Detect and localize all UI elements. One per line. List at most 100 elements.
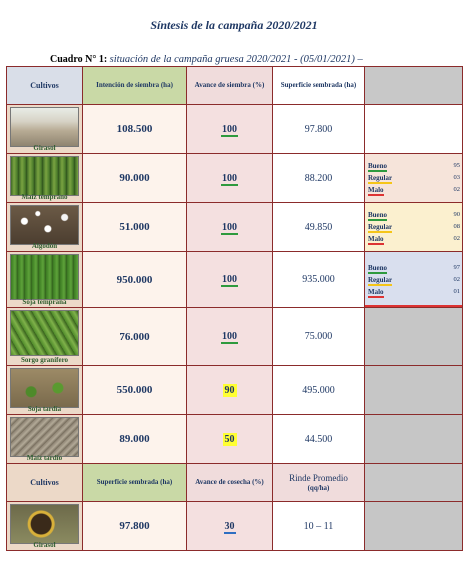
harvest-header-superficie: Superficie sembrada (ha): [82, 463, 187, 502]
cond-malo-label: Malo: [368, 186, 384, 196]
avance-value: 100: [186, 202, 273, 252]
crop-photo-maiz-temprano: [10, 156, 79, 196]
crop-cell-algodon: Algodón: [6, 202, 83, 252]
harvest-superficie-value: 97.800: [82, 501, 187, 551]
header-superficie: Superficie sembrada (ha): [272, 66, 365, 105]
intencion-value: 550.000: [82, 365, 187, 415]
crop-name: Soja tardía: [27, 405, 62, 413]
crop-photo-soja-temprana: [10, 254, 79, 300]
cond-bueno-value: 90: [453, 211, 461, 218]
crop-photo-girasol-harvest: [10, 504, 79, 544]
rinde-value: 10 – 11: [272, 501, 365, 551]
harvest-header-rinde: Rinde Promedio (qq/ha): [272, 463, 365, 502]
page-title: Síntesis de la campaña 2020/2021: [150, 18, 318, 32]
cond-bueno-label: Bueno: [368, 263, 388, 274]
table-row: Girasol 108.500 100 97.800: [6, 104, 463, 154]
superficie-value: 88.200: [272, 153, 365, 203]
superficie-value: 97.800: [272, 104, 365, 154]
table-header: Cultivos Intención de siembra (ha) Avanc…: [6, 66, 463, 105]
condition-cell: Bueno 90 Regular 08 Malo 02: [364, 202, 463, 252]
avance-text: 100: [221, 274, 238, 287]
cond-malo-value: 01: [453, 287, 461, 295]
cond-regular-label: Regular: [368, 174, 393, 184]
avance-value: 100: [186, 104, 273, 154]
crop-photo-girasol: [10, 107, 79, 147]
crop-photo-soja-tardia: [10, 368, 79, 408]
avance-text: 100: [221, 331, 238, 344]
cond-regular-label: Regular: [368, 223, 393, 233]
crop-cell-girasol-harvest: Girasol: [6, 501, 83, 551]
condition-cell-empty: [364, 501, 463, 551]
cond-bueno-value: 95: [453, 162, 461, 169]
table-row: Algodón 51.000 100 49.850 Bueno 90 Regula…: [6, 202, 463, 252]
crop-name: Algodón: [31, 242, 58, 250]
rinde-unit: (qq/ha): [307, 483, 330, 492]
intencion-value: 90.000: [82, 153, 187, 203]
crop-name: Maíz temprano: [21, 193, 68, 201]
harvest-header-cosecha: Avance de cosecha (%): [186, 463, 273, 502]
superficie-value: 495.000: [272, 365, 365, 415]
intencion-value: 950.000: [82, 251, 187, 308]
crop-name: Maíz tardío: [26, 454, 63, 462]
cond-bueno-label: Bueno: [368, 162, 388, 172]
crop-cell-maiz-temprano: Maíz temprano: [6, 153, 83, 203]
crop-name: Girasol: [33, 144, 56, 152]
cosecha-text: 30: [223, 520, 236, 534]
table-row: Soja temprana 950.000 100 935.000 Bueno 9…: [6, 251, 463, 308]
cond-malo-value: 02: [453, 186, 461, 193]
crop-name: Sorgo granífero: [20, 356, 69, 364]
intencion-value: 108.500: [82, 104, 187, 154]
crop-cell-girasol: Girasol: [6, 104, 83, 154]
crop-name: Girasol: [33, 541, 56, 549]
table-row: Sorgo granífero 76.000 100 75.000: [6, 307, 463, 366]
avance-value: 50: [186, 414, 273, 464]
cond-bueno-value: 97: [453, 263, 461, 271]
rinde-title: Rinde Promedio: [289, 472, 348, 483]
condition-cell-empty: [364, 414, 463, 464]
cond-malo-label: Malo: [368, 287, 384, 298]
avance-value: 100: [186, 251, 273, 308]
header-cultivos: Cultivos: [6, 66, 83, 105]
table-row: Girasol 97.800 30 10 – 11: [6, 501, 463, 551]
harvest-header-blank: [364, 463, 463, 502]
cond-bueno-label: Bueno: [368, 211, 388, 221]
avance-value: 90: [186, 365, 273, 415]
table-caption: Cuadro N° 1: situación de la campaña gru…: [50, 54, 363, 65]
table-row: Soja tardía 550.000 90 495.000: [6, 365, 463, 415]
avance-text: 50: [222, 432, 237, 446]
intencion-value: 51.000: [82, 202, 187, 252]
condition-cell-empty: [364, 365, 463, 415]
cond-malo-label: Malo: [368, 235, 384, 245]
superficie-value: 935.000: [272, 251, 365, 308]
condition-cell: Bueno 95 Regular 03 Malo 02: [364, 153, 463, 203]
cond-regular-value: 02: [453, 275, 461, 283]
avance-text: 100: [221, 123, 238, 137]
harvest-header: Cultivos Superficie sembrada (ha) Avance…: [6, 463, 463, 502]
condition-divider: [365, 305, 462, 307]
crop-cell-soja-temprana: Soja temprana: [6, 251, 83, 308]
crop-cell-sorgo: Sorgo granífero: [6, 307, 83, 366]
avance-value: 100: [186, 153, 273, 203]
avance-text: 100: [221, 172, 238, 186]
header-avance: Avance de siembra (%): [186, 66, 273, 105]
cond-malo-value: 02: [453, 235, 461, 242]
crop-cell-maiz-tardio: Maíz tardío: [6, 414, 83, 464]
avance-text: 90: [222, 383, 237, 397]
table-row: Maíz tardío 89.000 50 44.500: [6, 414, 463, 464]
crop-photo-algodon: [10, 205, 79, 245]
caption-text: situación de la campaña gruesa 2020/2021…: [109, 54, 363, 65]
crop-photo-maiz-tardio: [10, 417, 79, 457]
crop-cell-soja-tardia: Soja tardía: [6, 365, 83, 415]
cosecha-value: 30: [186, 501, 273, 551]
cond-regular-value: 08: [453, 223, 461, 230]
caption-label: Cuadro N° 1:: [50, 54, 108, 65]
intencion-value: 89.000: [82, 414, 187, 464]
avance-text: 100: [221, 221, 238, 235]
condition-cell-empty: [364, 307, 463, 366]
superficie-value: 75.000: [272, 307, 365, 366]
crop-name: Soja temprana: [22, 298, 67, 306]
intencion-value: 76.000: [82, 307, 187, 366]
table-row: Maíz temprano 90.000 100 88.200 Bueno 95 …: [6, 153, 463, 203]
header-condition-blank: [364, 66, 463, 105]
cond-regular-label: Regular: [368, 275, 393, 286]
